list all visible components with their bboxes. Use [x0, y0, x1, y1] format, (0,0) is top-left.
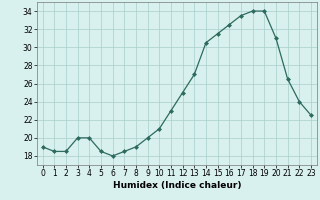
- X-axis label: Humidex (Indice chaleur): Humidex (Indice chaleur): [113, 181, 241, 190]
